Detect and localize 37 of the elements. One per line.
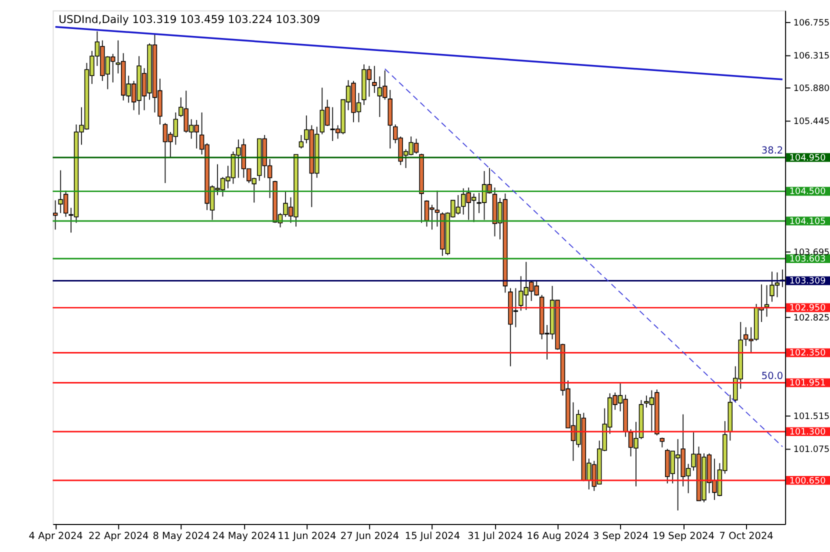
ref-line-label: 103.309 xyxy=(789,276,826,287)
ref-line-label: 104.950 xyxy=(789,153,826,164)
x-tick-label: 19 Sep 2024 xyxy=(652,531,714,542)
ref-line-label: 104.105 xyxy=(789,216,826,227)
x-tick-label: 16 Aug 2024 xyxy=(526,531,590,542)
ref-line-label: 101.300 xyxy=(789,428,826,438)
candlestick xyxy=(372,65,377,94)
candlestick xyxy=(298,134,304,149)
chart-title: USDInd,Daily 103.319 103.459 103.224 103.309 xyxy=(58,13,320,26)
y-tick-label: 105.880 xyxy=(793,84,830,94)
x-tick-label: 8 May 2024 xyxy=(152,531,210,542)
x-tick-label: 15 Jul 2024 xyxy=(404,531,460,542)
x-tick-label: 3 Sep 2024 xyxy=(592,531,649,542)
x-tick-label: 27 Jun 2024 xyxy=(340,531,400,542)
x-tick-label: 7 Oct 2024 xyxy=(719,531,774,542)
x-tick-label: 11 Jun 2024 xyxy=(278,531,336,542)
y-tick-label: 106.755 xyxy=(793,18,830,28)
y-tick-label: 101.075 xyxy=(793,444,830,455)
annotation: 38.2 xyxy=(761,146,784,157)
candlestick xyxy=(53,200,58,230)
ref-line-label: 100.650 xyxy=(789,476,826,486)
y-tick-label: 101.515 xyxy=(793,412,830,422)
ref-line-label: 102.350 xyxy=(789,348,826,359)
candlestick xyxy=(434,190,440,228)
y-tick-label: 106.315 xyxy=(793,51,830,62)
x-tick-label: 31 Jul 2024 xyxy=(468,531,523,542)
candlestick xyxy=(660,437,664,448)
x-tick-label: 24 May 2024 xyxy=(212,531,276,542)
x-tick-label: 4 Apr 2024 xyxy=(28,531,83,542)
annotation: 50.0 xyxy=(761,370,784,382)
y-tick-label: 102.825 xyxy=(793,314,830,324)
ref-line-label: 104.500 xyxy=(789,187,826,198)
x-tick-label: 22 Apr 2024 xyxy=(88,531,149,542)
ref-line-label: 102.950 xyxy=(789,304,826,314)
ref-line-label: 101.951 xyxy=(789,378,826,389)
ref-line-label: 103.603 xyxy=(789,254,826,265)
y-tick-label: 105.445 xyxy=(793,116,830,127)
